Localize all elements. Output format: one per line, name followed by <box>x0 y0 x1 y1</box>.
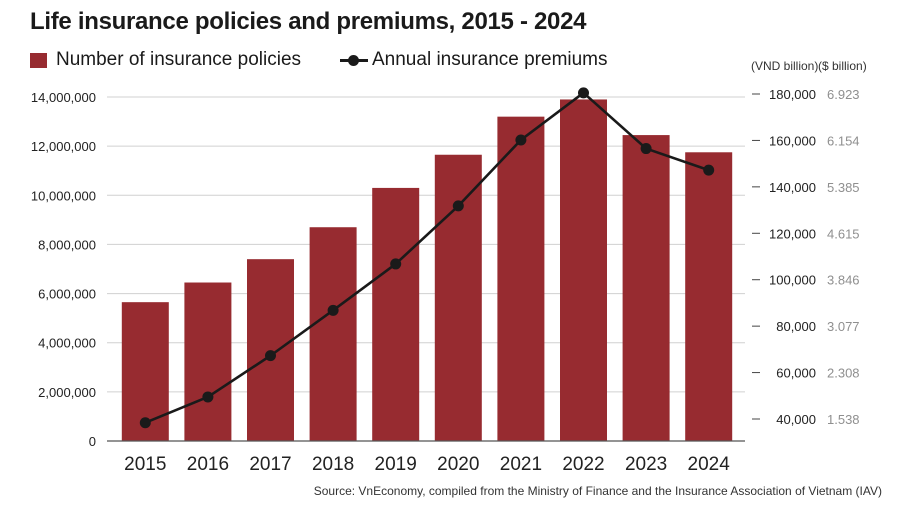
legend-bar-swatch <box>30 52 47 68</box>
x-tick-label-2021: 2021 <box>500 454 542 475</box>
y-right-tick-label: 180,000 <box>769 87 816 102</box>
right-axis-unit-vnd: (VND billion) <box>751 59 819 73</box>
y-right-usd-tick-label: 2.308 <box>827 366 860 381</box>
y-left-tick-label: 6,000,000 <box>38 287 96 302</box>
bar-2022 <box>560 99 607 441</box>
bar-2016 <box>184 282 232 441</box>
y-right-usd-tick-label: 5.385 <box>827 180 860 195</box>
x-tick-label-2015: 2015 <box>124 454 166 475</box>
bar-2024 <box>685 152 733 442</box>
y-left-tick-label: 4,000,000 <box>38 336 96 351</box>
premium-point-2020 <box>452 200 464 212</box>
bar-2017 <box>247 259 294 441</box>
bar-2019 <box>372 187 420 441</box>
bar-2020 <box>434 154 482 441</box>
bar-2023 <box>622 135 670 442</box>
x-tick-label-2020: 2020 <box>437 454 479 475</box>
y-left-tick-label: 2,000,000 <box>38 385 96 400</box>
premium-point-2019 <box>390 258 402 270</box>
y-right-usd-tick-label: 3.077 <box>827 319 860 334</box>
y-right-usd-tick-label: 4.615 <box>827 226 860 241</box>
y-right-usd-tick-label: 3.846 <box>827 273 860 288</box>
legend-label-premiums: Annual insurance premiums <box>372 49 608 70</box>
premium-point-2022 <box>578 87 589 99</box>
y-right-tick-label: 160,000 <box>769 133 816 148</box>
y-left-tick-label: 14,000,000 <box>31 90 96 105</box>
y-right-tick-label: 40,000 <box>776 412 816 427</box>
y-left-tick-label: 10,000,000 <box>31 188 96 203</box>
source-note: Source: VnEconomy, compiled from the Min… <box>313 484 882 498</box>
y-right-tick-label: 120,000 <box>769 226 816 241</box>
chart-title: Life insurance policies and premiums, 20… <box>30 8 587 35</box>
legend-line-swatch <box>340 53 368 67</box>
right-axis-unit-usd: ($ billion) <box>818 59 867 73</box>
premium-point-2015 <box>139 417 151 429</box>
y-left-tick-label: 12,000,000 <box>31 139 96 154</box>
premium-point-2023 <box>640 143 652 155</box>
legend-item-policies: Number of insurance policies <box>30 49 301 71</box>
y-right-tick-label: 80,000 <box>776 319 816 334</box>
y-right-tick-label: 60,000 <box>776 366 816 381</box>
premium-point-2024 <box>703 164 715 176</box>
x-tick-label-2017: 2017 <box>249 454 291 475</box>
x-tick-label-2024: 2024 <box>688 454 731 475</box>
x-tick-label-2018: 2018 <box>312 454 354 475</box>
bar-2018 <box>309 227 357 441</box>
premium-point-2017 <box>265 350 276 362</box>
y-right-usd-tick-label: 1.538 <box>827 412 860 427</box>
x-tick-label-2016: 2016 <box>187 454 229 475</box>
legend-label-policies: Number of insurance policies <box>56 49 302 70</box>
premium-point-2018 <box>327 304 339 316</box>
x-tick-label-2023: 2023 <box>625 454 667 475</box>
premium-point-2021 <box>515 134 527 146</box>
premium-point-2016 <box>202 391 214 403</box>
legend-item-premiums: Annual insurance premiums <box>340 49 608 71</box>
x-tick-label-2022: 2022 <box>562 454 604 475</box>
y-left-tick-label: 0 <box>89 434 96 449</box>
x-tick-label-2019: 2019 <box>375 454 417 475</box>
premiums-line <box>144 91 710 424</box>
y-right-tick-label: 100,000 <box>769 273 816 288</box>
bar-2021 <box>497 116 545 442</box>
y-right-usd-tick-label: 6.923 <box>827 87 860 102</box>
y-right-usd-tick-label: 6.154 <box>827 133 860 148</box>
y-right-tick-label: 140,000 <box>769 180 816 195</box>
y-left-tick-label: 8,000,000 <box>38 237 96 252</box>
